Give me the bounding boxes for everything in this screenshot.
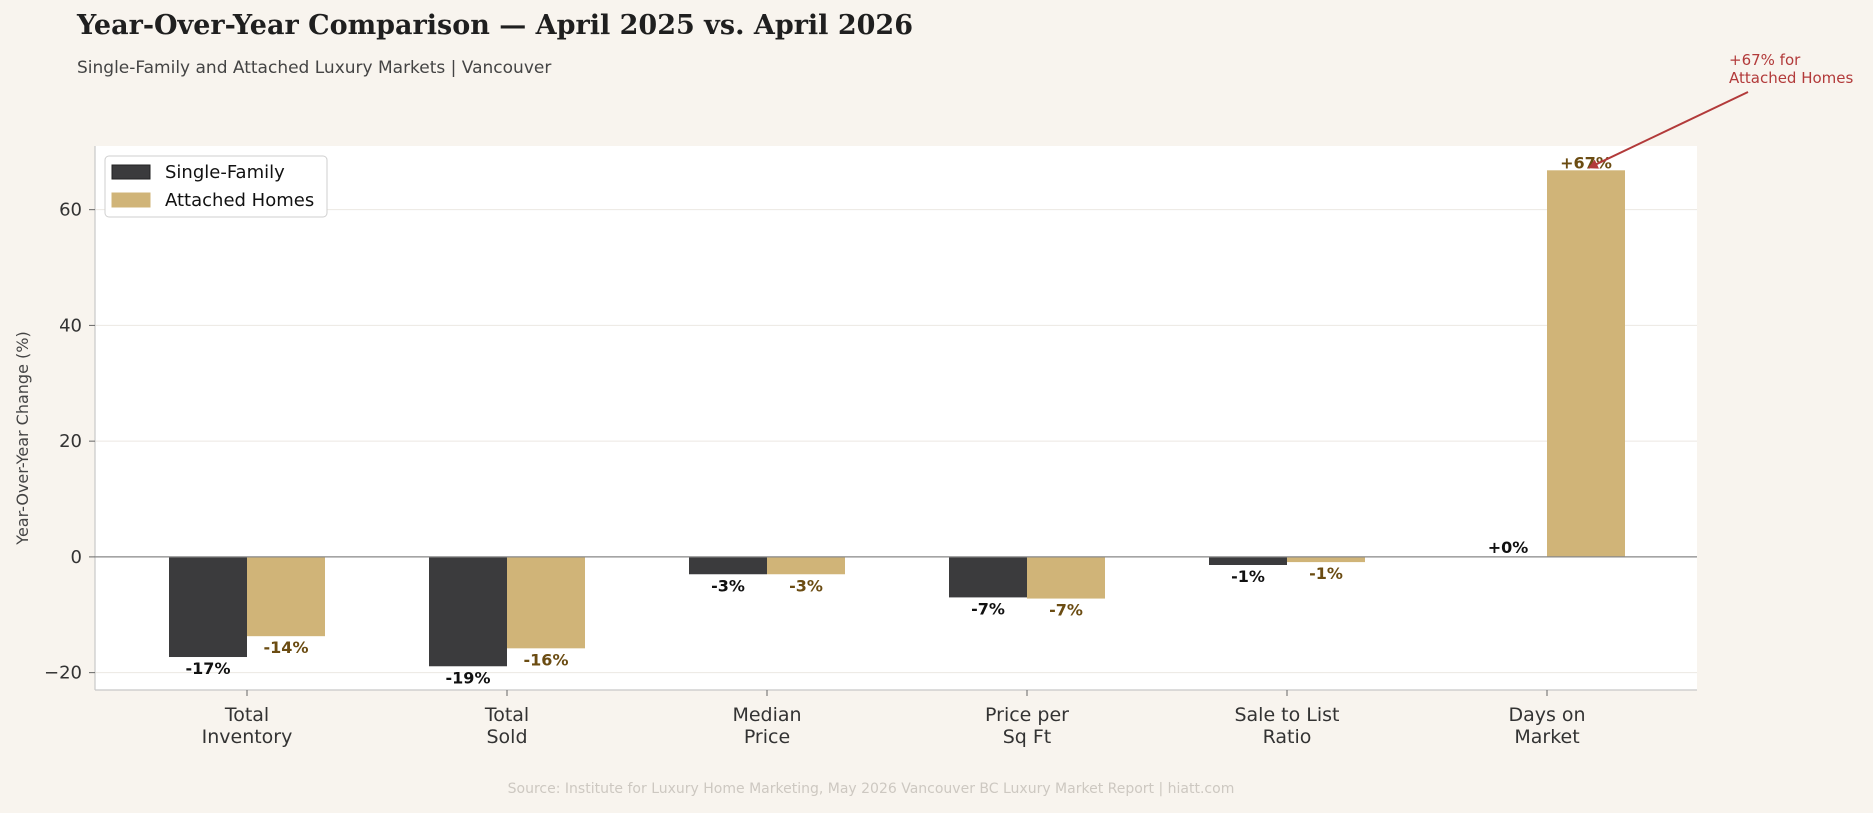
data-label: -19% [446, 668, 491, 687]
x-tick-label: Days on [1508, 704, 1585, 726]
x-tick-label: Price per [985, 704, 1069, 726]
data-label: -7% [1049, 601, 1083, 620]
data-label: -16% [524, 650, 569, 669]
x-tick-label: Price [744, 726, 790, 748]
bar-attached-homes [1027, 556, 1105, 599]
bar-single-family [429, 556, 507, 667]
data-label: -17% [186, 659, 231, 678]
x-tick-label: Market [1514, 726, 1579, 748]
annotation-text: Attached Homes [1729, 69, 1854, 87]
bar-attached-homes [1547, 170, 1625, 557]
legend-label: Attached Homes [165, 190, 314, 211]
chart-subtitle: Single-Family and Attached Luxury Market… [77, 58, 552, 78]
x-tick-label: Inventory [202, 726, 293, 748]
bar-single-family [949, 556, 1027, 598]
bar-attached-homes [1287, 556, 1365, 563]
bar-attached-homes [767, 556, 845, 575]
y-tick-label: 40 [59, 315, 82, 336]
x-tick-label: Sale to List [1234, 704, 1339, 726]
y-tick-label: −20 [44, 663, 82, 684]
x-tick-label: Median [732, 704, 801, 726]
y-tick-label: 60 [59, 200, 82, 221]
x-tick-label: Total [224, 704, 269, 726]
bar-single-family [1209, 556, 1287, 565]
annotation-arrow [1593, 91, 1749, 167]
y-tick-label: 0 [71, 547, 82, 568]
x-tick-label: Total [484, 704, 529, 726]
bar-single-family [169, 556, 247, 658]
annotation-arrowhead [1588, 159, 1599, 169]
legend-label: Single-Family [165, 162, 285, 183]
chart-title: Year-Over-Year Comparison — April 2025 v… [77, 10, 913, 41]
annotation-text: +67% for [1729, 51, 1801, 69]
data-label: -3% [789, 576, 823, 595]
y-tick-label: 20 [59, 431, 82, 452]
data-label: -3% [711, 576, 745, 595]
data-label: -1% [1231, 567, 1265, 586]
legend-box [104, 155, 328, 218]
x-tick-label: Ratio [1263, 726, 1312, 748]
data-label: -1% [1309, 564, 1343, 583]
bar-attached-homes [507, 556, 585, 649]
legend-swatch [111, 164, 151, 180]
data-label: -14% [264, 638, 309, 657]
chart-source: Source: Institute for Luxury Home Market… [507, 781, 1235, 797]
y-axis-label: Year-Over-Year Change (%) [13, 331, 32, 545]
bar-single-family [689, 556, 767, 575]
data-label: +0% [1488, 538, 1529, 557]
data-label: -7% [971, 599, 1005, 618]
bar-attached-homes [247, 556, 325, 637]
plot-area [95, 146, 1697, 690]
data-label: +67% [1560, 153, 1612, 172]
x-tick-label: Sold [486, 726, 527, 748]
legend-swatch [111, 192, 151, 208]
x-tick-label: Sq Ft [1003, 726, 1052, 748]
